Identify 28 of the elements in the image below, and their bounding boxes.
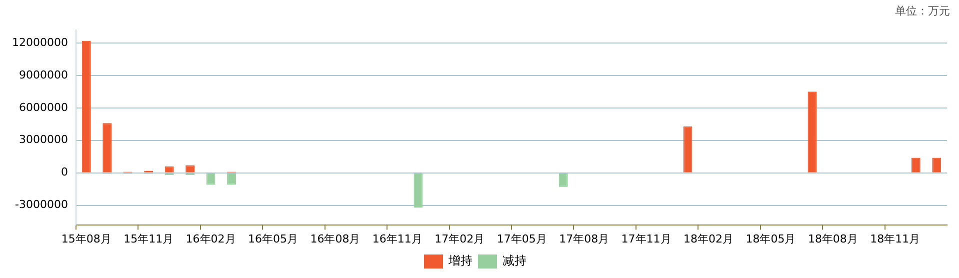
x-tick-label: 17年02月 xyxy=(434,232,485,246)
x-tick-label: 17年08月 xyxy=(559,232,610,246)
x-tick-label: 17年05月 xyxy=(496,232,547,246)
x-tick-label: 18年08月 xyxy=(808,232,858,246)
x-tick-label: 16年05月 xyxy=(248,232,298,246)
y-tick-label: 9000000 xyxy=(18,68,68,82)
x-tick-label: 18年11月 xyxy=(870,232,920,246)
x-tick-label: 16年08月 xyxy=(310,232,360,246)
x-tick-label: 15年08月 xyxy=(61,232,112,246)
bar xyxy=(102,123,112,172)
bar xyxy=(683,126,692,172)
y-tick-label: 3000000 xyxy=(18,133,68,146)
y-tick-label: 12000000 xyxy=(12,36,68,49)
x-tick-label: 16年02月 xyxy=(186,232,236,246)
y-tick-label: -3000000 xyxy=(15,198,68,212)
x-tick-label: 17年11月 xyxy=(621,232,672,246)
legend-label: 增持 xyxy=(448,254,472,268)
x-tick-label: 18年05月 xyxy=(746,232,796,246)
x-tick-label: 18年02月 xyxy=(684,232,734,246)
text: 单位：万元 xyxy=(895,4,950,18)
x-tick-label: 15年11月 xyxy=(124,232,174,246)
y-tick-label: 0 xyxy=(60,166,68,179)
bar xyxy=(808,92,817,172)
x-tick-label: 16年11月 xyxy=(372,232,422,246)
bar xyxy=(82,40,91,172)
y-tick-label: 6000000 xyxy=(18,100,68,114)
bar xyxy=(414,173,423,208)
legend-label: 减持 xyxy=(502,254,526,268)
